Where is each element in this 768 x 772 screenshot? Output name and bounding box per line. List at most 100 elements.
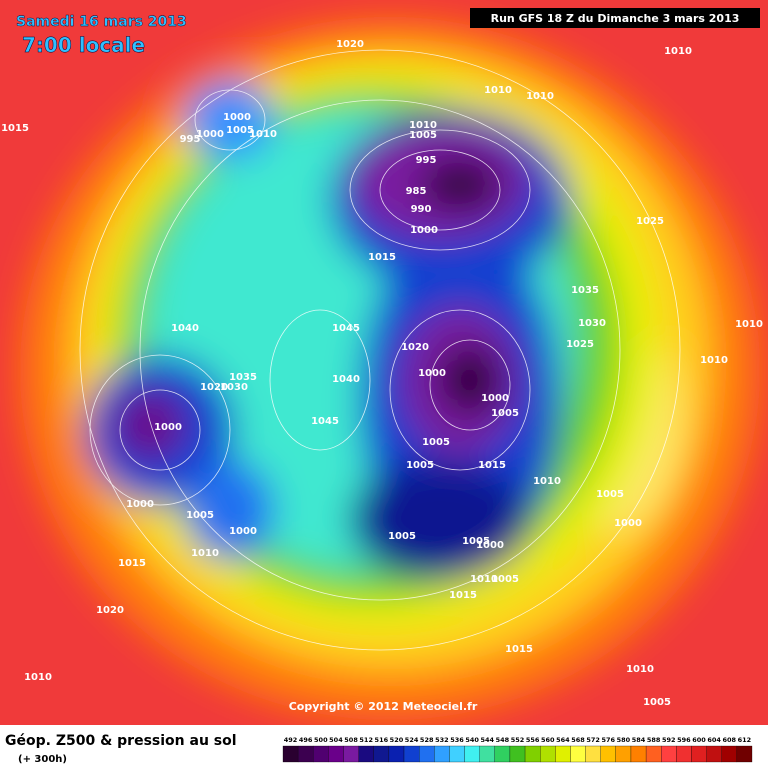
isobar-label: 1020	[401, 342, 429, 353]
legend-swatch	[494, 745, 511, 763]
isobar-label: 1005	[186, 510, 214, 521]
legend-swatch	[585, 745, 601, 763]
isobar-labels: 1020101010101010101510001005101010009951…	[1, 39, 763, 708]
isobar-label: 1000	[126, 499, 154, 510]
legend-swatch	[373, 745, 390, 763]
isobar-label: 1000	[614, 518, 642, 529]
isobar-label: 1005	[226, 125, 254, 136]
isobar-label: 990	[411, 204, 432, 215]
legend-swatch	[524, 745, 541, 763]
legend-swatch	[721, 745, 738, 763]
legend-swatch	[630, 745, 647, 763]
isobar-label: 1005	[596, 489, 624, 500]
legend-swatch	[358, 745, 374, 763]
isobar-label: 1040	[332, 374, 360, 385]
run-box	[470, 8, 760, 28]
legend-label: 576	[601, 736, 615, 744]
geopotential-field	[0, 0, 768, 725]
legend-swatch	[313, 745, 329, 763]
isobar-label: 1005	[491, 574, 519, 585]
legend-swatch	[479, 745, 495, 763]
footer-subtitle: (+ 300h)	[18, 754, 67, 765]
isobar-label: 1020	[200, 382, 228, 393]
isobar-label: 1040	[171, 323, 199, 334]
isobar-label: 1015	[118, 558, 146, 569]
isobar-label: 1015	[505, 644, 533, 655]
legend-swatch	[464, 745, 480, 763]
legend-label: 612	[738, 736, 752, 744]
legend-swatch	[343, 745, 359, 763]
legend-label: 596	[677, 736, 691, 744]
legend-label: 608	[723, 736, 737, 744]
legend-label: 556	[526, 736, 540, 744]
isobar-label: 1000	[196, 129, 224, 140]
legend-swatch	[691, 745, 707, 763]
legend-label: 552	[511, 736, 525, 744]
isobar-label: 1010	[700, 355, 728, 366]
legend-label: 504	[329, 736, 343, 744]
isobar-label: 1025	[566, 339, 594, 350]
isobar-label: 995	[180, 134, 201, 145]
isobar-label: 1010	[484, 85, 512, 96]
isobar-label: 1035	[571, 285, 599, 296]
legend-swatch	[706, 745, 722, 763]
legend-swatch	[434, 745, 450, 763]
legend-swatch	[645, 745, 662, 763]
isobar-label: 1010	[735, 319, 763, 330]
legend-label: 544	[480, 736, 494, 744]
legend-swatch	[540, 745, 556, 763]
legend-swatch	[282, 745, 299, 763]
legend-label: 588	[647, 736, 661, 744]
isobar-label: 1010	[191, 548, 219, 559]
legend-label: 592	[662, 736, 676, 744]
legend-label: 496	[299, 736, 313, 744]
isobar-label: 1025	[636, 216, 664, 227]
isobar-label: 1020	[96, 605, 124, 616]
legend-label: 540	[465, 736, 479, 744]
legend-label: 524	[405, 736, 419, 744]
isobar-label: 1005	[422, 437, 450, 448]
footer-title: Géop. Z500 & pression au sol	[5, 733, 237, 749]
isobar-label: 1000	[229, 526, 257, 537]
isobar-label: 1010	[664, 46, 692, 57]
isobar-label: 1005	[409, 130, 437, 141]
legend-swatch	[449, 745, 465, 763]
legend-label: 548	[496, 736, 510, 744]
legend-label: 516	[375, 736, 389, 744]
isobar-label: 985	[406, 186, 427, 197]
legend-label: 604	[707, 736, 721, 744]
legend-label: 600	[692, 736, 706, 744]
isobar-label: 1015	[478, 460, 506, 471]
legend-label: 572	[586, 736, 600, 744]
legend-swatch	[736, 745, 753, 763]
legend-swatch	[419, 745, 435, 763]
isobar-label: 1045	[332, 323, 360, 334]
legend-swatch	[297, 745, 314, 763]
legend-swatch	[661, 745, 677, 763]
legend-swatch	[328, 745, 344, 763]
legend-label: 584	[632, 736, 646, 744]
isobar-label: 1035	[229, 372, 257, 383]
isobar-label: 1015	[449, 590, 477, 601]
legend-label: 528	[420, 736, 434, 744]
legend-swatch	[555, 745, 571, 763]
isobar-label: 1000	[223, 112, 251, 123]
color-legend: 492 496 500 504 508 512 516 520 524 528 532 536 540 5…	[282, 736, 753, 763]
legend-label: 508	[344, 736, 358, 744]
legend-label: 560	[541, 736, 555, 744]
isobar-label: 1005	[491, 408, 519, 419]
legend-label: 512	[359, 736, 373, 744]
isobar-label: 1010	[24, 672, 52, 683]
legend-swatch	[615, 745, 632, 763]
isobar-label: 1015	[368, 252, 396, 263]
isobar-label: 1000	[154, 422, 182, 433]
legend-swatch	[388, 745, 405, 763]
legend-label: 500	[314, 736, 328, 744]
copyright: Copyright © 2012 Meteociel.fr	[289, 700, 478, 713]
isobar-label: 1000	[481, 393, 509, 404]
isobar-label: 1030	[578, 318, 606, 329]
legend-label: 564	[556, 736, 570, 744]
isobar-label: 1010	[249, 129, 277, 140]
legend-label: 536	[450, 736, 464, 744]
